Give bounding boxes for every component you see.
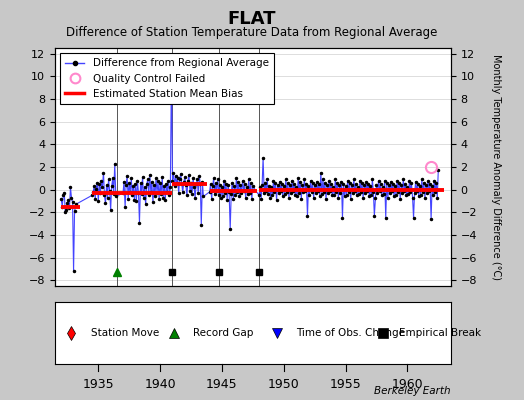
Text: 1940: 1940 — [144, 378, 176, 391]
Text: Time of Obs. Change: Time of Obs. Change — [297, 328, 406, 338]
Text: 1960: 1960 — [391, 378, 423, 391]
Text: Empirical Break: Empirical Break — [399, 328, 482, 338]
Legend: Difference from Regional Average, Quality Control Failed, Estimated Station Mean: Difference from Regional Average, Qualit… — [60, 53, 274, 104]
Text: 1935: 1935 — [82, 378, 114, 391]
Text: Difference of Station Temperature Data from Regional Average: Difference of Station Temperature Data f… — [66, 26, 437, 39]
Y-axis label: Monthly Temperature Anomaly Difference (°C): Monthly Temperature Anomaly Difference (… — [491, 54, 501, 280]
Text: Record Gap: Record Gap — [193, 328, 254, 338]
Text: 1945: 1945 — [206, 378, 238, 391]
Text: FLAT: FLAT — [227, 10, 276, 28]
Text: Berkeley Earth: Berkeley Earth — [374, 386, 451, 396]
Text: Station Move: Station Move — [91, 328, 159, 338]
Text: 1950: 1950 — [268, 378, 300, 391]
Text: 1955: 1955 — [330, 378, 362, 391]
